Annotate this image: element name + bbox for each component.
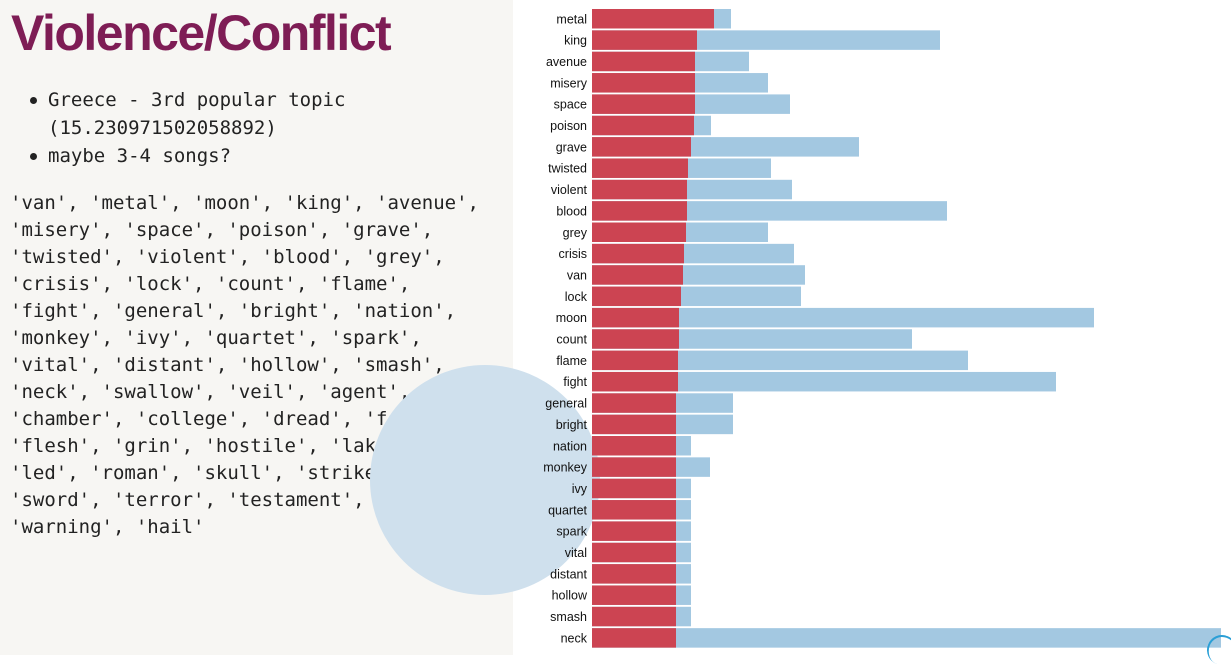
topic-bar-violent [592,179,687,200]
topic-bar-crisis [592,243,684,264]
category-label-avenue: avenue [546,55,587,69]
category-label-lock: lock [565,290,588,304]
category-label-fight: fight [563,375,587,389]
category-label-distant: distant [550,567,587,581]
topic-bar-van [592,265,683,285]
topic-bar-lock [592,286,681,307]
category-label-ivy: ivy [572,482,588,496]
topic-bar-space [592,94,695,114]
category-label-neck: neck [561,631,588,645]
topic-bar-monkey [592,457,676,477]
category-label-nation: nation [553,439,587,453]
category-label-violent: violent [551,183,588,197]
category-label-poison: poison [550,119,587,133]
topic-bar-fight [592,371,678,392]
bullet-item-topic-rank: Greece - 3rd popular topic (15.230971502… [28,86,448,142]
category-label-blood: blood [556,204,587,218]
bullet-text: Greece - 3rd popular topic (15.230971502… [48,89,346,139]
topic-bar-grave [592,137,691,157]
category-label-hollow: hollow [552,589,588,603]
topic-bar-misery [592,73,695,93]
left-text-panel: Violence/Conflict Greece - 3rd popular t… [0,0,513,655]
category-label-metal: metal [556,12,587,26]
term-bar-chart: metal king avenue misery space poison grave twi… [543,9,1221,648]
overall-bar-moon [592,307,1094,328]
topic-bar-hollow [592,585,676,605]
topic-bar-general [592,393,676,413]
category-label-crisis: crisis [559,247,587,261]
topic-bar-avenue [592,51,695,72]
bullet-dot-icon [30,97,37,104]
topic-word-list: 'van', 'metal', 'moon', 'king', 'avenue'… [10,192,479,538]
category-label-quartet: quartet [548,503,587,517]
category-label-van: van [567,268,587,282]
bullet-dot-icon [30,153,37,160]
topic-bar-poison [592,115,694,136]
bullet-text: maybe 3-4 songs? [48,145,232,167]
decorative-circle [370,365,600,595]
overall-bar-fight [592,371,1056,392]
topic-bar-quartet [592,500,676,520]
topic-bar-metal [592,9,714,29]
category-label-grave: grave [556,140,587,154]
topic-bar-ivy [592,478,676,499]
category-label-king: king [564,34,587,48]
topic-bar-flame [592,350,678,371]
category-label-moon: moon [556,311,587,325]
category-labels-group: metal king avenue misery space poison grave twi… [543,12,588,645]
topic-bar-bright [592,414,676,435]
topic-bar-spark [592,521,676,541]
topic-bar-vital [592,542,676,563]
category-label-twisted: twisted [548,162,587,176]
topic-bar-distant [592,564,676,584]
category-label-flame: flame [556,354,587,368]
category-label-count: count [556,333,587,347]
category-label-grey: grey [563,226,588,240]
topic-bar-blood [592,201,687,221]
category-label-vital: vital [565,546,587,560]
topic-bar-nation [592,436,676,456]
overall-bar-neck [592,628,1221,648]
category-label-space: space [554,98,587,112]
category-label-general: general [545,397,587,411]
topic-bar-neck [592,628,676,648]
category-label-smash: smash [550,610,587,624]
topic-bar-count [592,329,679,349]
category-label-spark: spark [556,525,587,539]
topic-bar-grey [592,222,686,242]
topic-bar-twisted [592,158,688,178]
topic-bar-king [592,30,697,50]
category-label-misery: misery [550,76,588,90]
topic-bar-smash [592,606,676,627]
category-label-bright: bright [556,418,588,432]
topic-bar-moon [592,307,679,328]
overall-bar-flame [592,350,968,371]
slide-title: Violence/Conflict [11,5,392,61]
bullet-item-song-count: maybe 3-4 songs? [28,142,448,170]
bars-group [592,9,1221,648]
bullet-list: Greece - 3rd popular topic (15.230971502… [28,86,448,170]
category-label-monkey: monkey [543,461,588,475]
